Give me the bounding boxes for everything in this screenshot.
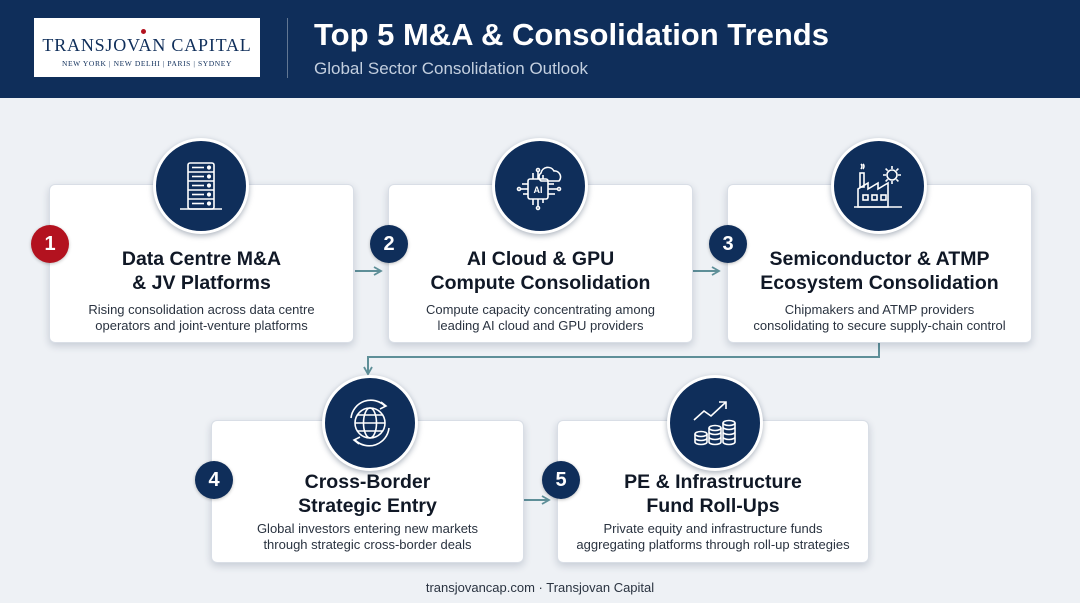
factory-gear-icon	[831, 138, 927, 234]
trend-number-3: 3	[709, 225, 747, 263]
logo-cities: NEW YORK | NEW DELHI | PARIS | SYDNEY	[61, 59, 233, 68]
trend-title: Semiconductor & ATMP Ecosystem Consolidat…	[760, 248, 999, 294]
trend-number-5: 5	[542, 461, 580, 499]
ai-chip-label: AI	[534, 185, 543, 195]
logo: TRANSJOVAN CAPITAL NEW YORK | NEW DELHI …	[34, 18, 260, 77]
trend-card-1: Data Centre M&A & JV Platforms Rising con…	[49, 184, 354, 343]
header-banner: TRANSJOVAN CAPITAL NEW YORK | NEW DELHI …	[0, 0, 1080, 98]
header-divider	[287, 18, 288, 78]
trend-number-4: 4	[195, 461, 233, 499]
trend-description: Chipmakers and ATMP providers consolidati…	[753, 302, 1006, 333]
globe-arrows-icon	[322, 375, 418, 471]
trend-title: PE & Infrastructure Fund Roll-Ups	[624, 471, 802, 517]
connector-3-4	[363, 343, 880, 376]
trend-description: Private equity and infrastructure funds a…	[576, 521, 850, 552]
trend-number-2: 2	[370, 225, 408, 263]
page-subtitle: Global Sector Consolidation Outlook	[314, 59, 589, 78]
trend-card-5: PE & Infrastructure Fund Roll-Ups Private…	[557, 420, 869, 563]
coin-stack-growth-icon	[667, 375, 763, 471]
footer-credit: transjovancap.com · Transjovan Capital	[425, 580, 655, 595]
page-title: Top 5 M&A & Consolidation Trends	[314, 17, 829, 52]
ai-chip-cloud-icon: AI	[492, 138, 588, 234]
logo-name: TRANSJOVAN CAPITAL	[42, 35, 252, 55]
trend-number-1: 1	[31, 225, 69, 263]
trend-description: Compute capacity concentrating among lead…	[425, 302, 656, 333]
trend-card-3: Semiconductor & ATMP Ecosystem Consolidat…	[727, 184, 1032, 343]
trend-title: Cross-Border Strategic Entry	[298, 471, 437, 517]
trend-description: Rising consolidation across data centre o…	[88, 302, 315, 333]
logo-dot-icon	[141, 29, 146, 34]
trend-title: Data Centre M&A & JV Platforms	[121, 248, 282, 294]
trend-description: Global investors entering new markets thr…	[256, 521, 479, 552]
trend-title: AI Cloud & GPU Compute Consolidation	[430, 248, 651, 294]
data-centre-server-icon	[153, 138, 249, 234]
